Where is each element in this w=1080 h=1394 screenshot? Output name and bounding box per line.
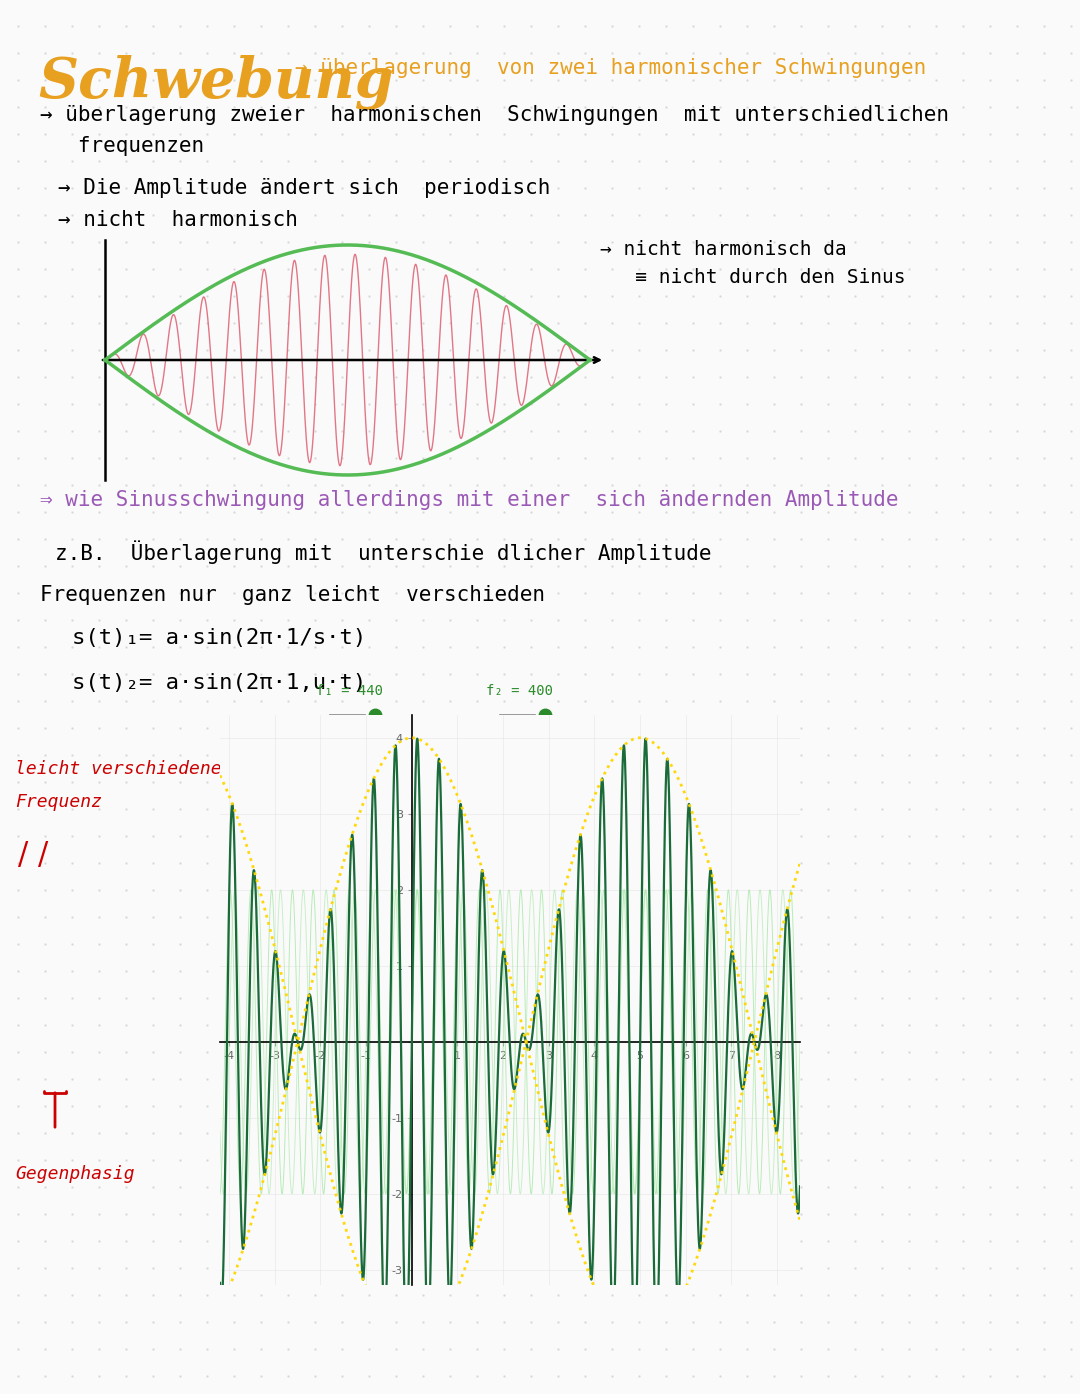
Text: → überlagerung zweier  harmonischen  Schwingungen  mit unterschiedlichen
   freq: → überlagerung zweier harmonischen Schwi… [40,105,949,156]
Text: → überlagerung  von zwei harmonischer Schwingungen: → überlagerung von zwei harmonischer Sch… [295,59,927,78]
Text: s(t)₂= a·sin(2π·1,u·t): s(t)₂= a·sin(2π·1,u·t) [72,673,366,693]
Text: leicht verschiedene: leicht verschiedene [15,760,221,778]
Text: konstruktive Interferenz: konstruktive Interferenz [285,1264,567,1284]
Text: s(t)₁= a·sin(2π·1/s·t): s(t)₁= a·sin(2π·1/s·t) [72,629,366,648]
Text: / /: / / [18,841,49,871]
Text: → nicht harmonisch da: → nicht harmonisch da [600,240,847,259]
Text: → nicht  harmonisch: → nicht harmonisch [58,210,298,230]
Text: z.B.  Überlagerung mit  unterschie dlicher Amplitude: z.B. Überlagerung mit unterschie dlicher… [55,539,712,563]
Text: Frequenzen nur  ganz leicht  verschieden: Frequenzen nur ganz leicht verschieden [40,585,545,605]
Text: Schwebung: Schwebung [38,54,393,110]
Text: f₂ = 400: f₂ = 400 [486,684,554,698]
Text: ≡ nicht durch den Sinus: ≡ nicht durch den Sinus [600,268,905,287]
Text: Frequenz: Frequenz [15,793,102,811]
Text: → Die Amplitude ändert sich  periodisch: → Die Amplitude ändert sich periodisch [58,178,551,198]
Text: f₁ = 440: f₁ = 440 [316,684,383,698]
Text: Gegenphasig: Gegenphasig [15,1165,135,1184]
Text: ⇒ wie Sinusschwingung allerdings mit einer  sich ändernden Amplitude: ⇒ wie Sinusschwingung allerdings mit ein… [40,491,899,510]
